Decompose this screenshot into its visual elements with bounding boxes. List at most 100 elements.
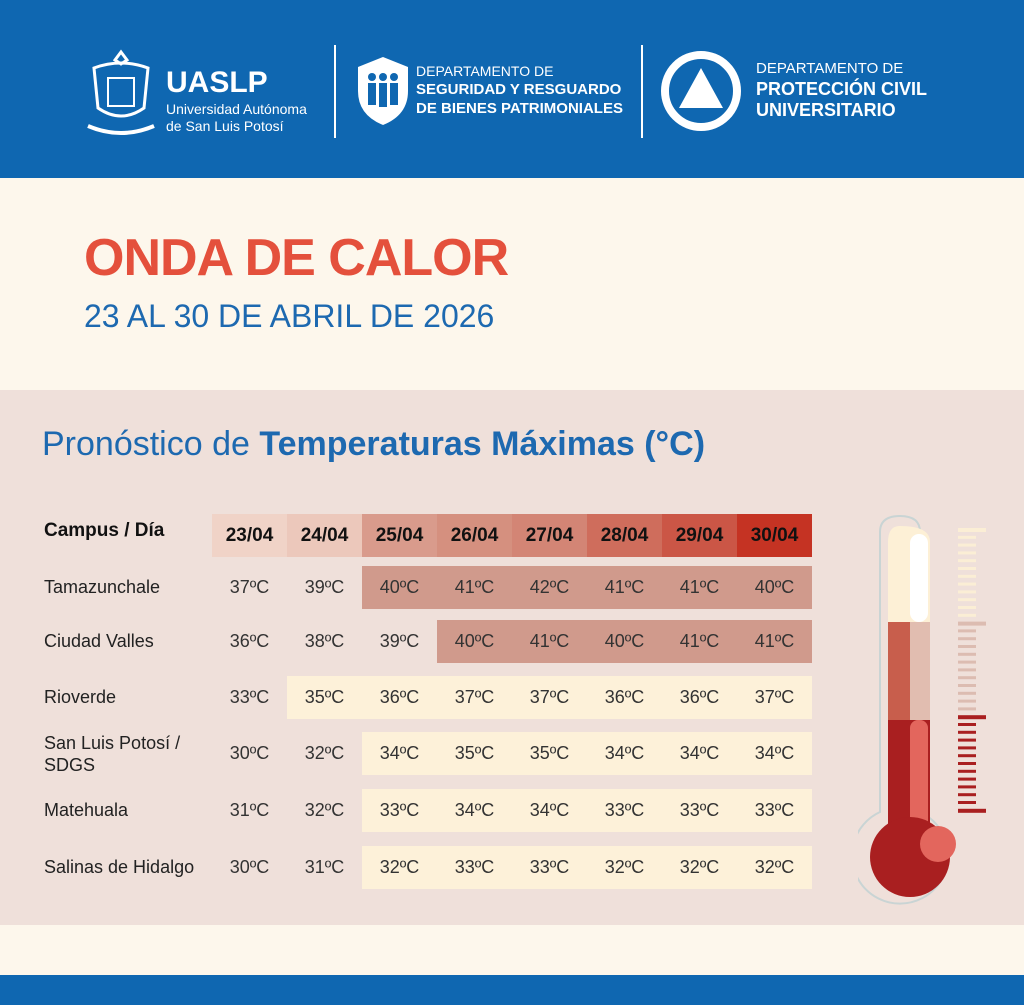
section-heading-prefix: Pronóstico de: [42, 425, 260, 463]
temperature-cell: 31ºC: [304, 857, 345, 877]
thermometer-tick: [958, 543, 976, 547]
temperature-cell: 34ºC: [362, 732, 437, 775]
dept2-line2: PROTECCIÓN CIVIL: [756, 79, 928, 99]
table-corner-header: Campus / Día: [44, 520, 165, 541]
thermometer-tick: [958, 567, 976, 570]
thermometer-tick: [958, 777, 976, 781]
temperature-cell: 41ºC: [587, 566, 662, 609]
temperature-cell: 41ºC: [437, 566, 512, 609]
temperature-cell: 35ºC: [287, 676, 362, 719]
thermometer-tick: [958, 637, 976, 641]
divider: [334, 45, 336, 138]
thermometer-tick: [958, 684, 976, 687]
temperature-cell: 42ºC: [512, 566, 587, 609]
thermometer-tick: [958, 730, 976, 734]
footer-bar: [0, 975, 1024, 1005]
thermometer-tick: [958, 801, 976, 804]
title-band: [0, 178, 1024, 390]
thermometer-tick: [958, 621, 986, 626]
temperature-cell: 32ºC: [304, 743, 345, 763]
temperature-cell: 36ºC: [662, 676, 737, 719]
temperature-cell: 41ºC: [662, 566, 737, 609]
thermometer-tick: [958, 746, 976, 750]
thermometer-tick: [958, 660, 976, 664]
section-heading: Pronóstico de Temperaturas Máximas (°C): [42, 425, 705, 464]
divider: [641, 45, 643, 138]
temperature-cell: 36ºC: [362, 676, 437, 719]
dept1-line3: DE BIENES PATRIMONIALES: [416, 100, 623, 117]
temperature-cell: 33ºC: [362, 789, 437, 832]
temperature-cell: 40ºC: [737, 566, 812, 609]
campus-label: Tamazunchale: [44, 577, 161, 597]
dept2-line1: DEPARTAMENTO DE: [756, 60, 904, 77]
thermometer-icon: [858, 514, 986, 905]
day-header: 29/04: [662, 514, 737, 557]
thermometer-tick: [958, 559, 976, 563]
temperature-cell: 32ºC: [662, 846, 737, 889]
temperature-cell: 36ºC: [587, 676, 662, 719]
thermometer-tick: [958, 574, 976, 578]
thermometer-tick: [958, 645, 976, 648]
thermometer-tick: [958, 652, 976, 656]
temperature-cell: 33ºC: [512, 846, 587, 889]
temperature-cell: 35ºC: [437, 732, 512, 775]
campus-label: Rioverde: [44, 687, 117, 707]
thermometer-tick: [958, 582, 976, 586]
temperature-cell: 30ºC: [229, 857, 270, 877]
temperature-cell: 30ºC: [229, 743, 270, 763]
temperature-cell: 37ºC: [437, 676, 512, 719]
thermometer-tick: [958, 691, 976, 695]
temperature-cell: 33ºC: [737, 789, 812, 832]
thermometer-tick: [958, 715, 986, 720]
temperature-cell: 39ºC: [379, 631, 420, 651]
thermometer-tick: [958, 629, 976, 633]
campus-label: Matehuala: [44, 800, 129, 820]
temperature-cell: 40ºC: [587, 620, 662, 663]
shield-people-icon: [358, 57, 408, 125]
thermometer-tick: [958, 793, 976, 797]
thermometer-tick: [958, 590, 976, 594]
temperature-cell: 35ºC: [512, 732, 587, 775]
temperature-cell: 34ºC: [662, 732, 737, 775]
uaslp-acronym: UASLP: [166, 66, 268, 99]
temperature-cell: 33ºC: [437, 846, 512, 889]
temperature-cell: 32ºC: [304, 800, 345, 820]
page-title: ONDA DE CALOR: [84, 229, 509, 287]
temperature-cell: 32ºC: [737, 846, 812, 889]
uaslp-name-line1: Universidad Autónoma: [166, 101, 307, 117]
header: UASLP Universidad Autónoma de San Luis P…: [0, 0, 1024, 178]
temperature-cell: 37ºC: [512, 676, 587, 719]
thermometer-tick: [958, 699, 976, 703]
campus-label: Salinas de Hidalgo: [44, 857, 195, 877]
temperature-cell: 33ºC: [229, 687, 270, 707]
temperature-cell: 34ºC: [587, 732, 662, 775]
dept2-line3: UNIVERSITARIO: [756, 100, 896, 120]
thermometer-tick: [958, 668, 976, 672]
temperature-cell: 41ºC: [512, 620, 587, 663]
day-header: 30/04: [737, 514, 812, 557]
temperature-cell: 40ºC: [362, 566, 437, 609]
thermometer-tick: [958, 808, 986, 813]
page-subtitle: 23 AL 30 DE ABRIL DE 2026: [84, 298, 495, 334]
section-heading-bold: Temperaturas Máximas (°C): [259, 425, 706, 463]
campus-label: San Luis Potosí / SDGS: [44, 733, 181, 775]
thermometer-tick: [958, 785, 976, 789]
thermometer-tick: [958, 707, 976, 711]
thermometer-tick: [958, 769, 976, 773]
temperature-cell: 38ºC: [304, 631, 345, 651]
thermometer-tick: [958, 676, 976, 680]
temperature-cell: 31ºC: [229, 800, 270, 820]
temperature-cell: 34ºC: [737, 732, 812, 775]
thermometer-tick: [958, 762, 976, 765]
temperature-cell: 41ºC: [737, 620, 812, 663]
temperature-cell: 36ºC: [229, 631, 270, 651]
thermometer-tick: [958, 613, 976, 617]
dept1-line2: SEGURIDAD Y RESGUARDO: [416, 81, 622, 98]
thermometer-tick: [958, 551, 976, 555]
uaslp-crest-icon: [87, 49, 155, 135]
temperature-cell: 32ºC: [587, 846, 662, 889]
temperature-cell: 37ºC: [229, 577, 270, 597]
day-header: 24/04: [287, 514, 362, 557]
thermometer-tick: [958, 535, 976, 539]
temperature-cell: 33ºC: [587, 789, 662, 832]
